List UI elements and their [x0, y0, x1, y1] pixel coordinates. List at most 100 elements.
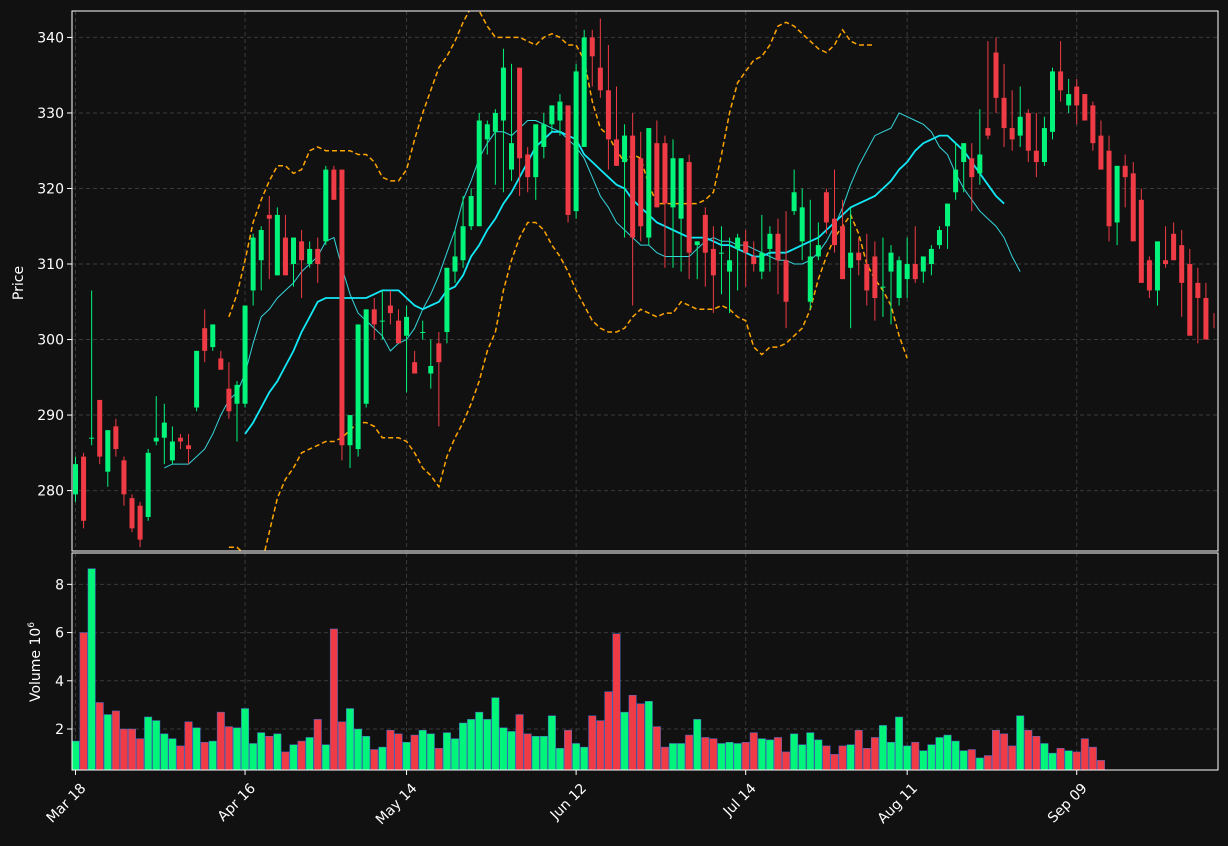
candle-body — [1082, 94, 1088, 121]
candle — [242, 305, 248, 408]
candle — [484, 120, 490, 155]
candle — [307, 241, 313, 268]
volume-bar — [321, 744, 330, 770]
volume-bar — [564, 729, 573, 770]
candle-body — [977, 154, 983, 174]
volume-bar — [935, 737, 944, 770]
volume-bar — [725, 742, 734, 770]
candle — [420, 320, 426, 340]
candle-body — [864, 264, 870, 291]
candle — [767, 226, 773, 272]
volume-bar — [523, 733, 532, 770]
candle-body — [1114, 165, 1120, 223]
candle — [1179, 230, 1185, 317]
volume-bar — [967, 749, 976, 770]
candle — [936, 226, 942, 249]
candle-body — [1050, 71, 1056, 132]
volume-bar — [475, 711, 484, 770]
candle-body — [549, 105, 555, 125]
candle-body — [404, 316, 410, 336]
candle — [654, 120, 660, 208]
candle-body — [533, 124, 539, 178]
volume-bar — [604, 691, 613, 770]
volume-bar — [426, 733, 435, 770]
volume-bar — [111, 710, 120, 770]
date-tick-label: Sep 09 — [1045, 781, 1091, 827]
volume-bar — [313, 719, 322, 770]
price-grid — [72, 11, 1218, 551]
lower-band-line — [228, 213, 908, 551]
volume-axis-label-text: Volume 10 — [28, 628, 44, 702]
candle — [1041, 116, 1047, 166]
upper-band-line — [228, 11, 875, 318]
candle — [339, 169, 345, 461]
candle — [1066, 78, 1072, 113]
volume-bar — [95, 702, 104, 770]
volume-axis-label: Volume 106 — [27, 622, 44, 702]
candle — [379, 290, 385, 340]
candle-body — [145, 452, 151, 518]
candle — [509, 63, 515, 181]
candle-body — [113, 426, 119, 450]
volume-bar — [241, 708, 250, 770]
candle — [646, 128, 652, 246]
candle-body — [291, 237, 297, 265]
volume-bar — [878, 725, 887, 770]
volume-bar — [749, 732, 758, 770]
candle-body — [912, 264, 918, 280]
volume-bar — [354, 728, 363, 770]
candle — [1090, 101, 1096, 151]
candle — [856, 237, 862, 276]
volume-bar — [499, 727, 508, 770]
candle — [743, 230, 749, 287]
candle-body — [412, 362, 418, 374]
volume-bar — [208, 740, 217, 770]
volume-bar — [887, 742, 895, 770]
candle — [1138, 188, 1144, 283]
price-axis: 280 290 300 310 320 330 340 — [37, 30, 72, 500]
candle-body — [169, 441, 175, 461]
candle-body — [72, 464, 79, 495]
candle-body — [250, 237, 256, 291]
volume-bar — [782, 751, 791, 770]
candle — [799, 188, 805, 261]
volume-bar — [103, 714, 112, 770]
volume-bar — [434, 748, 443, 770]
volume-bar — [1080, 738, 1089, 770]
volume-bar — [249, 743, 258, 770]
candle-body — [436, 343, 442, 363]
candle-body — [1171, 233, 1177, 261]
price-tick-label: 310 — [37, 257, 64, 273]
candle — [1106, 135, 1112, 242]
volume-bar — [596, 720, 605, 770]
candle-body — [775, 233, 781, 261]
candle-body — [509, 143, 515, 170]
candle-body — [565, 105, 571, 215]
candle — [791, 169, 797, 215]
volume-bar — [547, 715, 556, 770]
candle — [274, 207, 280, 276]
candle-body — [815, 245, 821, 257]
volume-bar — [951, 740, 960, 770]
candle-body — [823, 192, 829, 223]
volume-tick-label: 4 — [55, 674, 64, 690]
volume-bar — [289, 744, 298, 770]
volume-bars — [72, 568, 1105, 770]
candle-body — [1163, 260, 1169, 265]
candle — [500, 48, 506, 193]
volume-bar — [1064, 750, 1073, 770]
candle — [492, 109, 498, 185]
candle-body — [492, 112, 498, 132]
candle-body — [1033, 150, 1039, 163]
candle — [525, 146, 531, 193]
candle-body — [928, 248, 934, 265]
candle — [266, 196, 272, 280]
candle — [581, 29, 587, 147]
candle — [630, 112, 636, 306]
volume-bar — [927, 744, 936, 770]
candle — [775, 218, 781, 295]
candle — [476, 112, 482, 227]
candle-body — [896, 260, 902, 298]
date-tick-label: Mar 18 — [44, 781, 90, 827]
